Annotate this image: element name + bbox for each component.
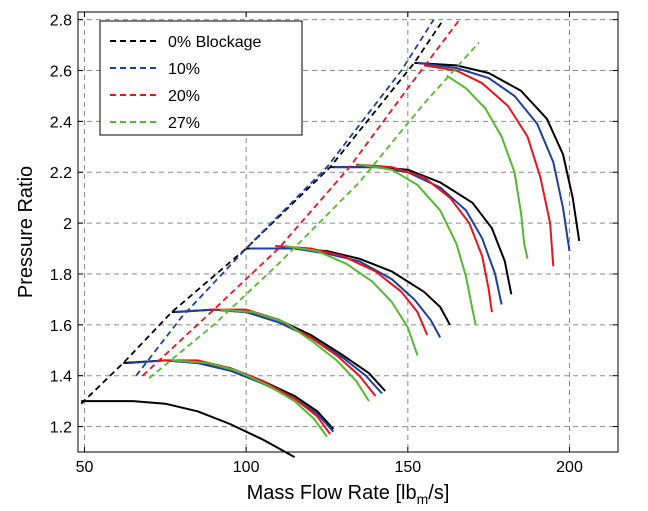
y-tick-label: 1.4 bbox=[50, 369, 72, 386]
legend-label-3: 27% bbox=[168, 115, 200, 132]
legend-label-2: 20% bbox=[168, 88, 200, 105]
y-axis-title: Pressure Ratio bbox=[15, 166, 37, 298]
y-tick-label: 2.4 bbox=[50, 114, 72, 131]
legend: 0% Blockage 10% 20% 27% bbox=[99, 20, 303, 136]
series-2 bbox=[142, 19, 555, 435]
speed-line-series-3-4 bbox=[446, 74, 529, 259]
speed-line-series-1-4 bbox=[417, 61, 571, 252]
surge-line-series-3 bbox=[148, 41, 480, 379]
speed-line-series-0-5 bbox=[414, 61, 581, 242]
speed-line-series-2-0 bbox=[158, 359, 332, 435]
series-lines bbox=[80, 19, 581, 458]
x-tick-label: 150 bbox=[394, 459, 421, 476]
y-tick-label: 2.6 bbox=[50, 63, 72, 80]
series-3 bbox=[148, 41, 529, 438]
speed-line-series-3-2 bbox=[284, 245, 419, 356]
legend-label-1: 10% bbox=[168, 61, 200, 78]
x-axis-title-subscript: m bbox=[417, 491, 429, 507]
y-tick-label: 1.6 bbox=[50, 318, 72, 335]
surge-line-series-1 bbox=[135, 19, 435, 377]
speed-line-series-3-3 bbox=[359, 163, 477, 326]
ticks: 50 100 150 200 1.2 1.4 1.6 1.8 2 2.2 2.4 2.6 2.8 bbox=[50, 12, 618, 476]
x-tick-label: 200 bbox=[556, 459, 583, 476]
x-tick-label: 100 bbox=[233, 459, 260, 476]
plot-frame bbox=[77, 11, 619, 453]
speed-line-series-2-3 bbox=[356, 163, 493, 313]
x-axis-title-tail: /s] bbox=[428, 482, 449, 504]
speed-line-series-3-1 bbox=[220, 308, 370, 402]
speed-line-series-0-0 bbox=[81, 400, 296, 458]
speed-line-series-2-1 bbox=[210, 308, 377, 397]
y-tick-label: 1.8 bbox=[50, 267, 72, 284]
surge-line-series-2 bbox=[142, 19, 461, 377]
x-axis-title-main: Mass Flow Rate [lb bbox=[247, 482, 417, 504]
x-tick-label: 50 bbox=[76, 459, 94, 476]
speed-line-series-3-0 bbox=[171, 359, 328, 438]
speed-line-series-2-4 bbox=[423, 64, 555, 267]
x-axis-title: Mass Flow Rate [lbm/s] bbox=[247, 482, 450, 507]
speed-line-series-2-2 bbox=[275, 245, 429, 336]
y-tick-label: 2.8 bbox=[50, 13, 72, 30]
legend-label-0: 0% Blockage bbox=[168, 34, 261, 51]
y-tick-label: 2.2 bbox=[50, 165, 72, 182]
y-tick-label: 1.2 bbox=[50, 420, 72, 437]
y-tick-label: 2 bbox=[63, 216, 72, 233]
